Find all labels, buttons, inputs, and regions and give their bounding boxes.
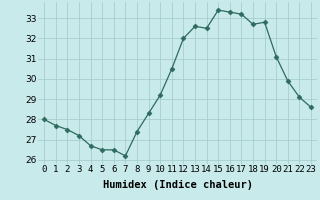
X-axis label: Humidex (Indice chaleur): Humidex (Indice chaleur) (103, 180, 252, 190)
